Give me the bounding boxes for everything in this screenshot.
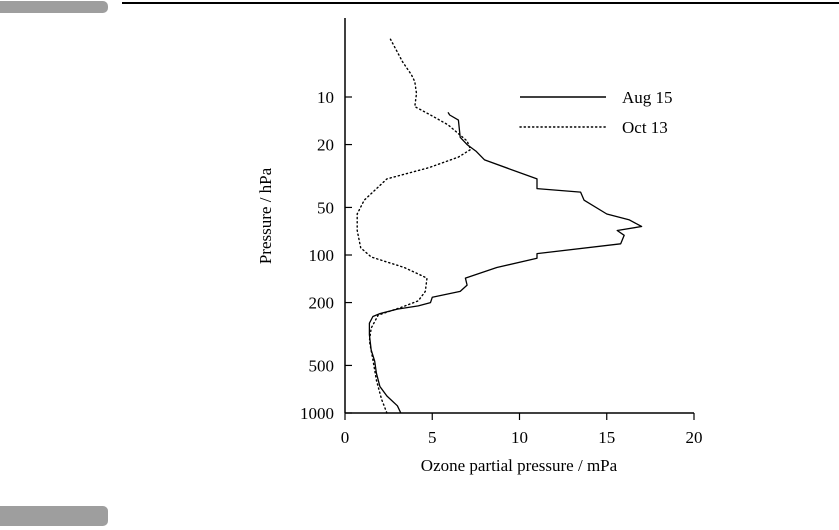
- x-tick-label: 15: [598, 428, 615, 447]
- y-tick-label: 100: [309, 246, 335, 265]
- x-tick-label: 0: [341, 428, 350, 447]
- y-tick-label: 20: [317, 136, 334, 155]
- chart-series: [356, 38, 643, 414]
- x-axis-ticks: 0 5 10 15 20: [341, 413, 703, 447]
- header-rule: [122, 2, 839, 4]
- y-axis-title: Pressure / hPa: [256, 167, 275, 264]
- series-line-oct-13: [356, 38, 472, 414]
- x-tick-label: 5: [428, 428, 437, 447]
- x-tick-label: 20: [686, 428, 703, 447]
- legend-label: Oct 13: [622, 118, 668, 137]
- series-line-aug-15: [368, 111, 643, 414]
- y-tick-label: 500: [309, 356, 335, 375]
- y-tick-label: 50: [317, 198, 334, 217]
- y-tick-label: 200: [309, 294, 335, 313]
- x-axis-title: Ozone partial pressure / mPa: [421, 456, 618, 475]
- y-tick-label: 10: [317, 88, 334, 107]
- y-tick-label: 1000: [300, 404, 334, 423]
- chart-legend: Aug 15 Oct 13: [519, 88, 673, 137]
- x-tick-label: 10: [511, 428, 528, 447]
- page-tab-bottom-decoration: [0, 506, 108, 526]
- page-tab-top-decoration: [0, 1, 108, 13]
- y-axis-ticks: 10 20 50 100 200 500 1000: [300, 88, 352, 423]
- chart-axes: [344, 18, 694, 414]
- legend-label: Aug 15: [622, 88, 673, 107]
